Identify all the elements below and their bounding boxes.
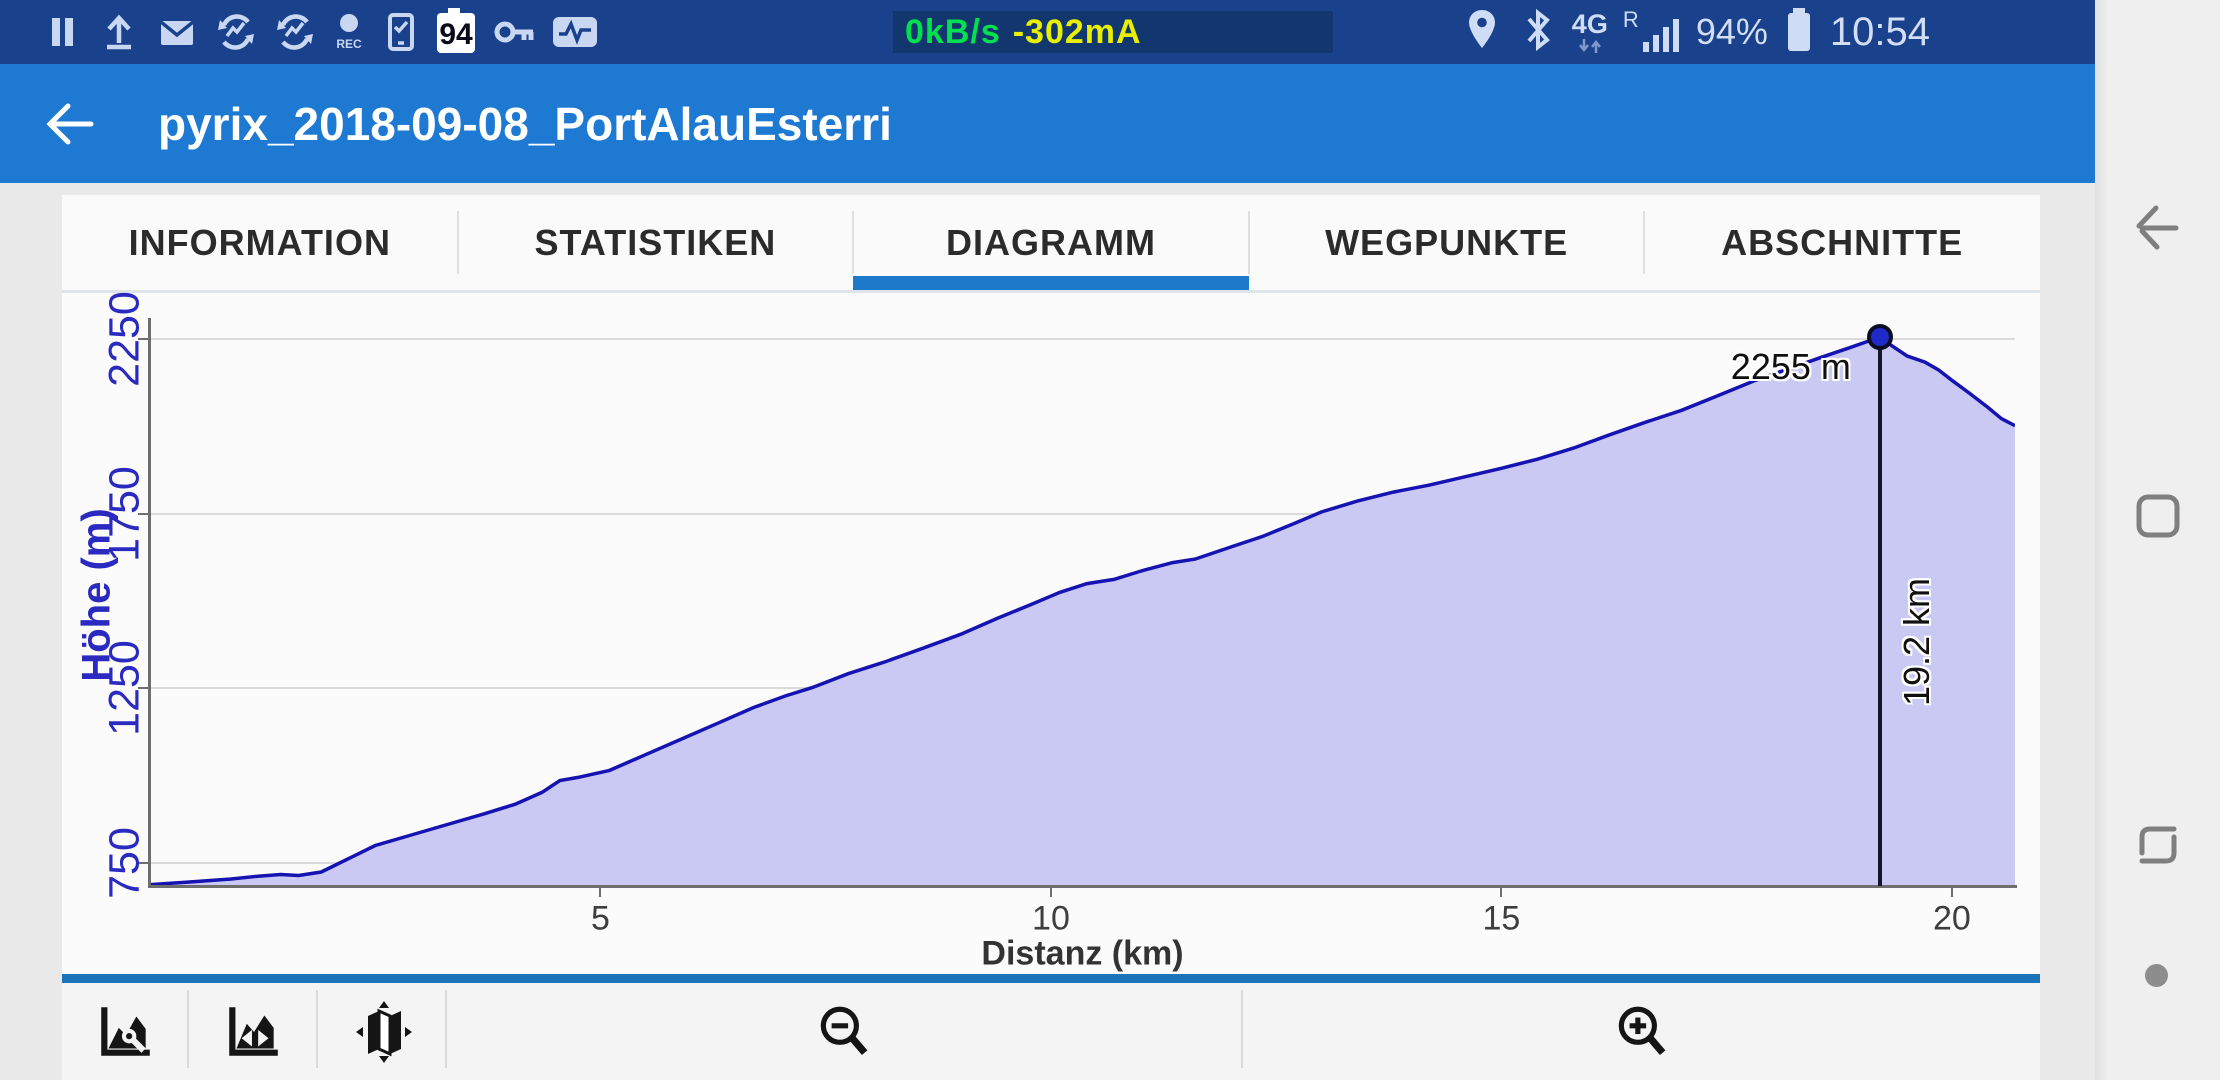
x-tick-label: 10 xyxy=(1032,899,1070,938)
y-gridline xyxy=(150,338,2015,341)
nav-home-icon xyxy=(2136,494,2179,538)
tab-indicator xyxy=(853,276,1249,290)
chart-settings-button[interactable] xyxy=(62,983,187,1080)
x-tickmark xyxy=(1950,886,1953,897)
zoom-in-button[interactable] xyxy=(1243,983,2040,1080)
tab-label: STATISTIKEN xyxy=(534,221,777,263)
toolbar-divider-line xyxy=(62,974,2040,983)
tab-label: WEGPUNKTE xyxy=(1325,221,1569,263)
signal-bars-icon xyxy=(1642,19,1679,52)
battery-icon xyxy=(1783,6,1815,59)
x-tickmark xyxy=(1500,886,1503,897)
status-center-readout: 0kB/s -302mA xyxy=(893,11,1333,53)
nav-back-button[interactable] xyxy=(2095,167,2220,287)
zoom-out-button[interactable] xyxy=(447,983,1241,1080)
battery-percent: 94% xyxy=(1695,11,1768,52)
nav-recents-icon xyxy=(2139,826,2176,864)
mail-icon xyxy=(154,10,200,54)
zoom-out-icon xyxy=(820,1006,868,1055)
toolbar-separator xyxy=(1241,990,1243,1068)
svg-text:94: 94 xyxy=(439,18,473,51)
y-axis-title: Höhe (m) xyxy=(74,508,119,682)
back-arrow-icon xyxy=(46,103,94,145)
toolbar-separator xyxy=(445,990,447,1068)
app-bar: pyrix_2018-09-08_PortAlauEsterri xyxy=(0,64,2095,183)
y-gridline xyxy=(150,512,2015,515)
status-left-icons: REC 94 xyxy=(40,0,599,64)
data-arrows-icon xyxy=(1578,38,1601,53)
status-bar: REC 94 0kB/s -302mA 4G R 94% 10:54 xyxy=(0,0,2095,64)
toolbar-separator xyxy=(316,990,318,1068)
sync-chart-icon-2 xyxy=(272,10,318,54)
marker-distance-label: 19.2 km xyxy=(1895,578,1937,707)
tab-label: ABSCHNITTE xyxy=(1721,221,1964,263)
tab-information[interactable]: INFORMATION xyxy=(62,195,458,290)
gps-accuracy-badge: 94 xyxy=(433,8,479,56)
clock: 10:54 xyxy=(1829,9,1930,54)
tab-bar-divider xyxy=(62,290,2040,293)
rec-icon: REC xyxy=(331,10,367,54)
y-tickmark xyxy=(138,512,150,515)
tab-abschnitte[interactable]: ABSCHNITTE xyxy=(1643,195,2040,290)
x-tick-label: 5 xyxy=(591,899,610,938)
nav-handle-dot[interactable] xyxy=(2145,964,2168,987)
y-tickmark xyxy=(138,861,150,864)
x-tick-label: 20 xyxy=(1933,899,1971,938)
tab-statistiken[interactable]: STATISTIKEN xyxy=(456,195,854,290)
roaming-label: R xyxy=(1622,7,1639,32)
status-right-icons: 4G R 94% 10:54 xyxy=(1460,0,1930,64)
bluetooth-icon xyxy=(1519,6,1557,59)
upload-icon xyxy=(97,10,141,54)
marker-elevation-label: 2255 m xyxy=(1730,346,1851,388)
x-tickmark xyxy=(599,886,602,897)
nav-back-icon xyxy=(2136,205,2178,250)
nav-recents-button[interactable] xyxy=(2095,785,2220,905)
chart-pan-icon xyxy=(228,1006,278,1056)
x-tickmark xyxy=(1049,886,1052,897)
y-tickmark xyxy=(138,687,150,690)
toolbar-separator xyxy=(187,990,189,1068)
page-title: pyrix_2018-09-08_PortAlauEsterri xyxy=(158,97,892,150)
x-tick-label: 15 xyxy=(1482,899,1521,938)
x-axis-line xyxy=(148,885,2017,888)
navigation-bar xyxy=(2095,0,2220,1080)
y-axis-line xyxy=(148,318,151,886)
sync-chart-icon xyxy=(213,10,259,54)
signal-strength-indicator: R xyxy=(1622,7,1681,55)
elevation-area-series xyxy=(150,335,2015,886)
back-button[interactable] xyxy=(38,96,102,152)
show-on-map-button[interactable] xyxy=(318,983,445,1080)
location-icon xyxy=(1460,6,1504,59)
marker-vline xyxy=(1877,337,1882,886)
svg-text:REC: REC xyxy=(336,37,362,51)
network-type-label: 4G xyxy=(1571,8,1608,39)
marker-dot[interactable] xyxy=(1866,324,1893,351)
zoom-in-icon xyxy=(1618,1006,1665,1055)
tab-bar: INFORMATION STATISTIKEN DIAGRAMM WEGPUNK… xyxy=(62,195,2040,290)
x-axis-title: Distanz (km) xyxy=(981,934,1184,973)
chart-settings-icon xyxy=(100,1006,150,1056)
y-tick-label: 2250 xyxy=(100,291,149,387)
tab-diagramm[interactable]: DIAGRAMM xyxy=(852,195,1249,290)
pause-icon xyxy=(40,10,84,54)
tab-label: INFORMATION xyxy=(128,221,391,263)
elevation-profile-chart[interactable]: 750 1250 1750 2250 5 10 15 20 Höhe (m) Distanz (k… xyxy=(62,291,2040,974)
map-icon xyxy=(355,1000,412,1063)
chart-pan-button[interactable] xyxy=(189,983,316,1080)
tab-wegpunkte[interactable]: WEGPUNKTE xyxy=(1247,195,1645,290)
chart-toolbar xyxy=(62,983,2040,1080)
nav-home-button[interactable] xyxy=(2095,456,2220,576)
activity-icon xyxy=(551,10,599,54)
network-type-indicator: 4G xyxy=(1571,8,1608,54)
current-draw: -302mA xyxy=(1012,12,1142,51)
tab-label: DIAGRAMM xyxy=(945,221,1156,263)
net-speed: 0kB/s xyxy=(905,12,1001,51)
y-tick-label: 750 xyxy=(100,827,149,899)
key-icon xyxy=(492,10,538,54)
device-check-icon xyxy=(380,10,420,54)
y-tickmark xyxy=(138,338,150,341)
